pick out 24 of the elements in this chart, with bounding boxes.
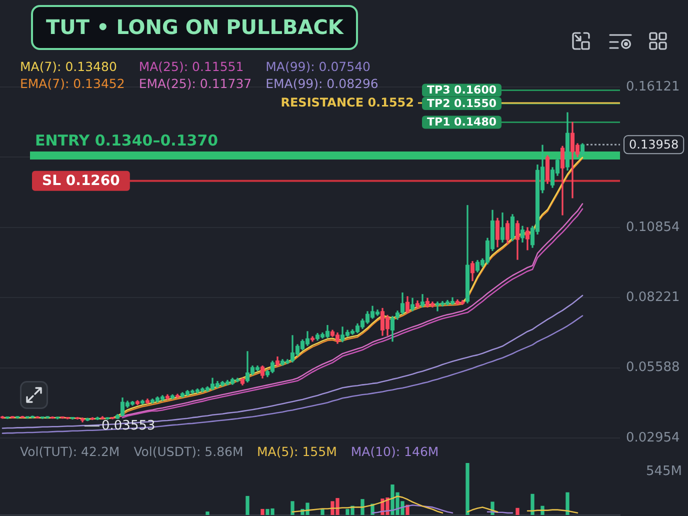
text: MA(7): 0.13480	[20, 58, 118, 75]
text: Vol(TUT): 42.2M	[20, 443, 120, 460]
text: 545M	[646, 464, 682, 480]
ref-line-label: SL 0.1260	[42, 173, 120, 189]
y-tick-label: 0.02954	[626, 430, 680, 446]
ref-line-label: TP2 0.1550	[427, 96, 497, 110]
text: MA(99): 0.07540	[266, 58, 372, 75]
ref-line-label: TP3 0.1600	[427, 84, 497, 97]
text: MA(25): 0.11551	[138, 58, 245, 75]
ref-line-label: RESISTANCE 0.1552	[280, 96, 414, 110]
y-tick-label: 0.10854	[626, 220, 680, 235]
y-tick-label: 0.16121	[626, 79, 680, 94]
text: EMA(99): 0.08296	[266, 75, 378, 92]
ref-line-label: TP1 0.1480	[427, 116, 497, 129]
chart-title: TUT • LONG ON PULLBACK	[31, 5, 358, 50]
band-label: ENTRY 0.1340–0.1370	[35, 132, 218, 150]
text: MA(5): 155M	[257, 443, 337, 460]
text: Vol(USDT): 5.86M	[134, 443, 244, 460]
text: EMA(25): 0.11737	[138, 75, 252, 92]
text: MA(10): 146M	[350, 443, 439, 460]
ref-line-label: 0.13958	[629, 137, 679, 152]
y-tick-label: 0.05588	[626, 360, 680, 376]
text: EMA(7): 0.13452	[20, 75, 125, 92]
y-tick-label: 0.08221	[626, 290, 680, 305]
